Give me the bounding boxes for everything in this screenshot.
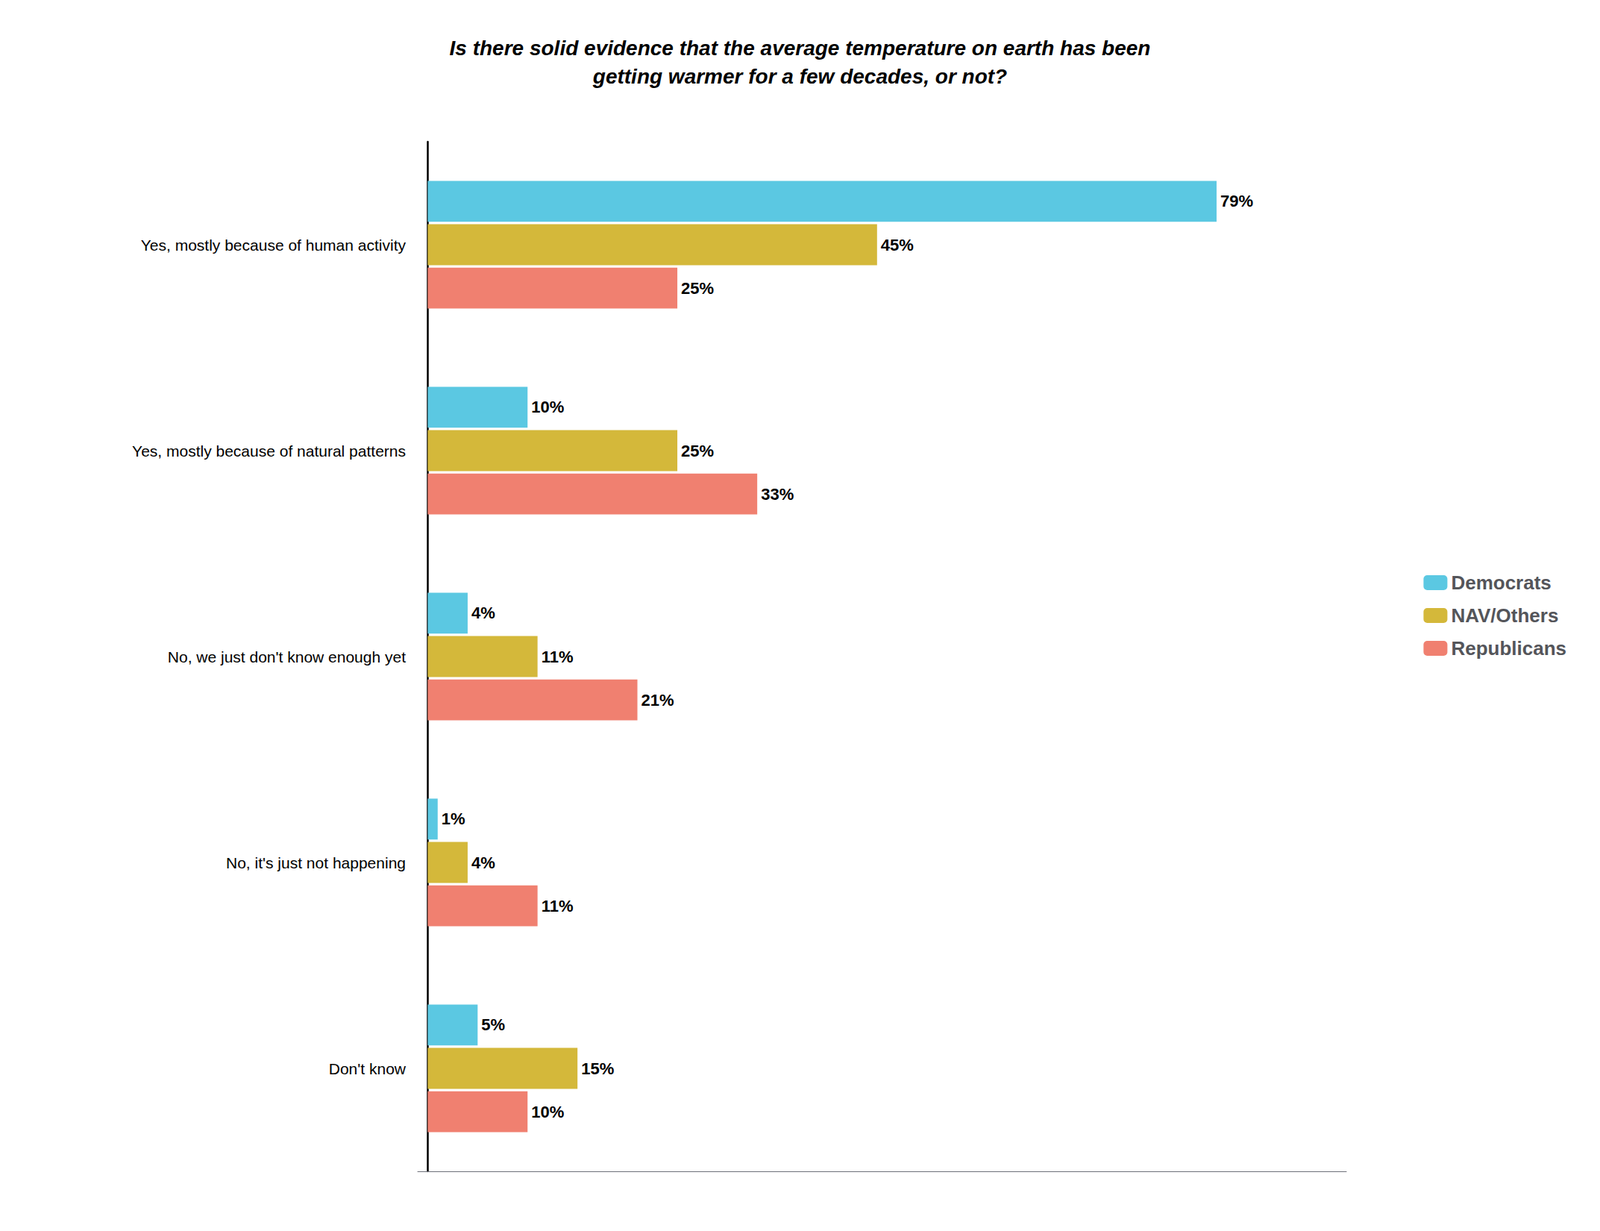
svg-text:No, it's just not happening: No, it's just not happening (226, 854, 406, 872)
svg-text:Don't know: Don't know (328, 1059, 407, 1078)
svg-text:11%: 11% (541, 647, 574, 667)
svg-text:25%: 25% (681, 441, 714, 461)
svg-text:25%: 25% (681, 278, 714, 298)
svg-text:Yes, mostly because of human a: Yes, mostly because of human activity (140, 236, 407, 254)
svg-text:4%: 4% (471, 853, 496, 872)
svg-text:10%: 10% (531, 397, 564, 417)
svg-text:Is there solid evidence that t: Is there solid evidence that the average… (449, 36, 1151, 60)
svg-text:45%: 45% (880, 235, 914, 255)
svg-text:21%: 21% (641, 690, 675, 710)
svg-text:11%: 11% (541, 896, 574, 916)
svg-text:1%: 1% (441, 809, 466, 828)
svg-text:Republicans: Republicans (1450, 637, 1567, 660)
svg-text:Yes, mostly because of natural: Yes, mostly because of natural patterns (132, 442, 406, 460)
svg-text:15%: 15% (581, 1059, 614, 1078)
svg-text:NAV/Others: NAV/Others (1450, 604, 1559, 627)
svg-text:No, we just don't know enough: No, we just don't know enough yet (167, 648, 406, 666)
svg-text:33%: 33% (760, 484, 794, 504)
svg-text:5%: 5% (481, 1015, 505, 1034)
svg-text:79%: 79% (1220, 191, 1254, 211)
svg-text:Democrats: Democrats (1450, 571, 1551, 594)
svg-text:4%: 4% (471, 603, 496, 623)
svg-text:getting warmer for a few decad: getting warmer for a few decades, or not… (592, 64, 1007, 89)
svg-text:10%: 10% (531, 1102, 564, 1122)
